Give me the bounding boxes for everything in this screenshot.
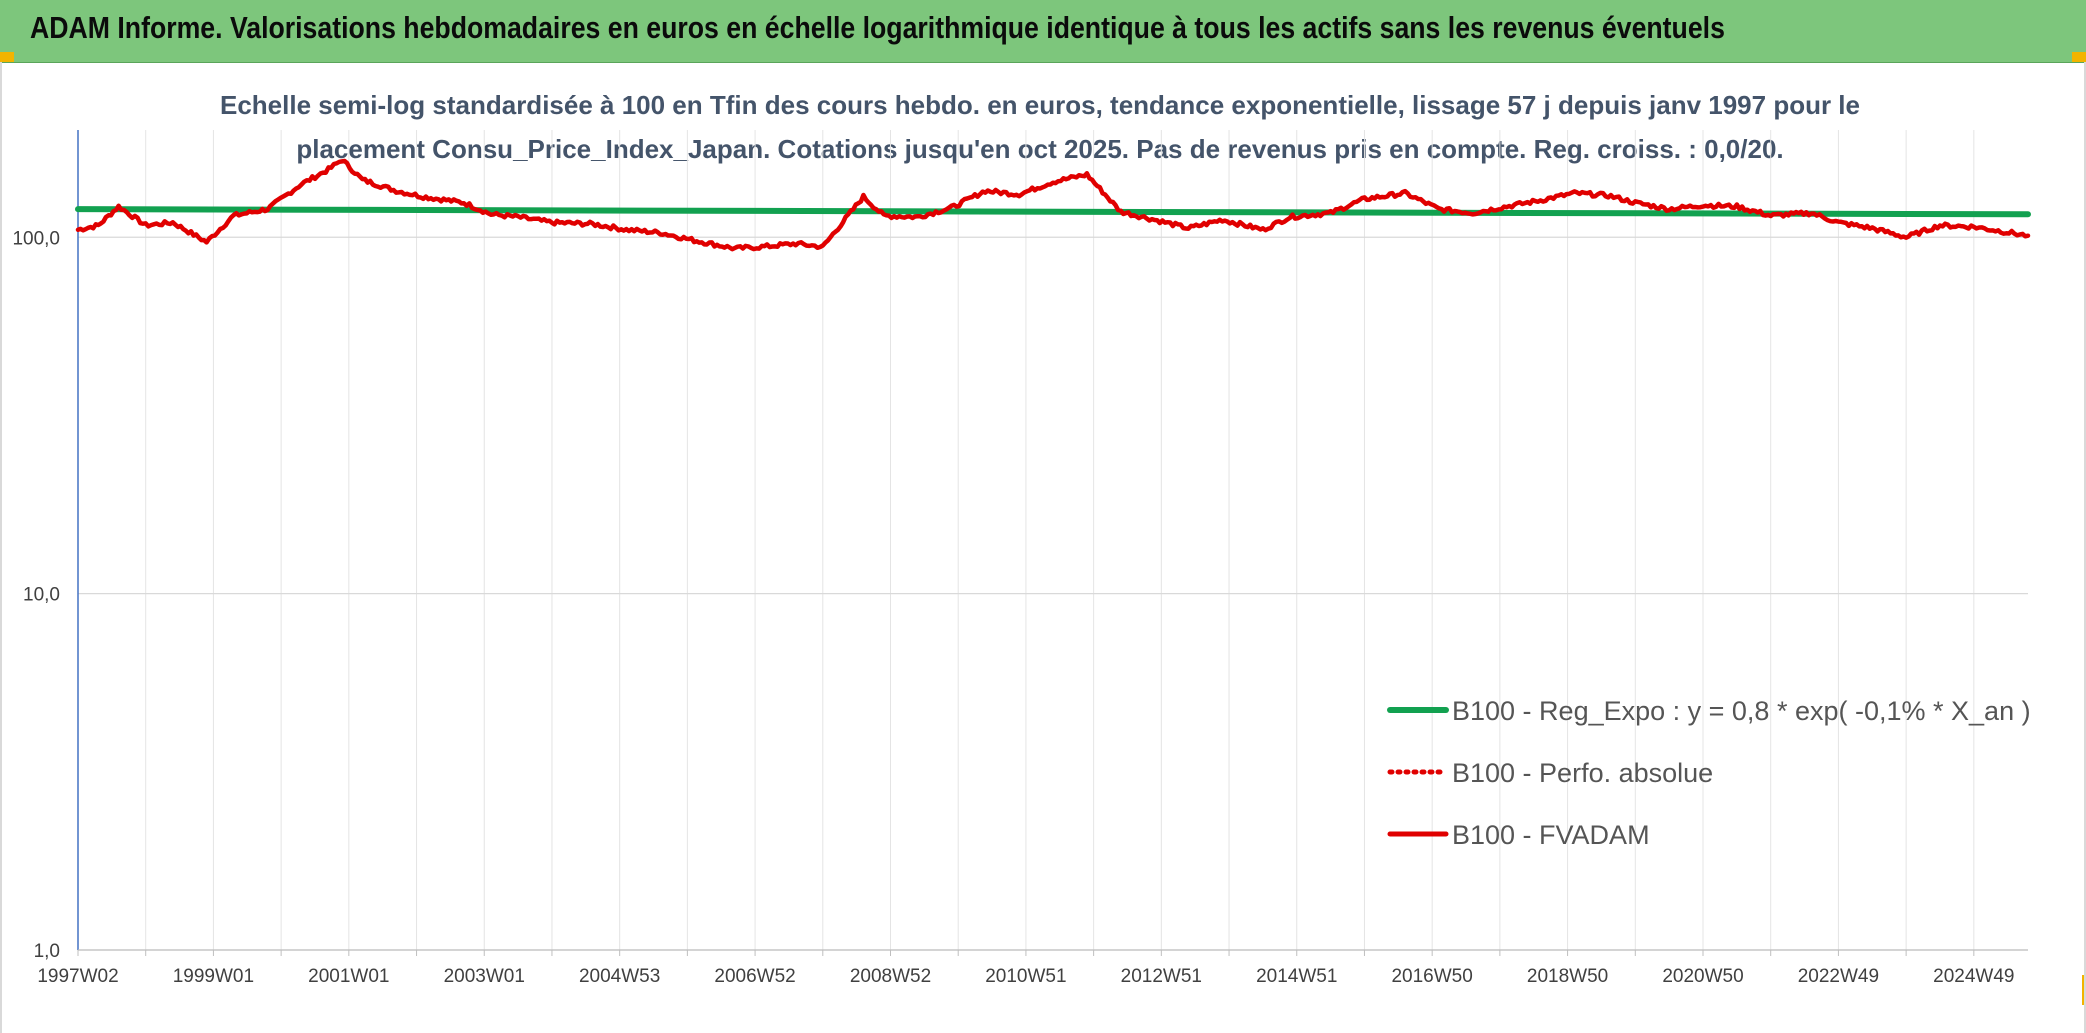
chart-title-line-2: placement Consu_Price_Index_Japan. Cotat… bbox=[296, 134, 1783, 164]
x-tick-label: 2016W50 bbox=[1391, 966, 1472, 987]
series-lines bbox=[75, 158, 2031, 252]
series-line-3 bbox=[75, 158, 2031, 252]
legend-label-3: B100 - FVADAM bbox=[1452, 820, 1650, 850]
x-tick-label: 2024W49 bbox=[1933, 966, 2014, 987]
x-tick-label: 2014W51 bbox=[1256, 966, 1337, 987]
x-tick-label: 1999W01 bbox=[173, 966, 254, 987]
x-tick-label: 1997W02 bbox=[37, 966, 118, 987]
legend-label-2: B100 - Perfo. absolue bbox=[1452, 758, 1713, 788]
chart-frame bbox=[0, 62, 2086, 1033]
legend: B100 - Reg_Expo : y = 0,8 * exp( -0,1% *… bbox=[1387, 696, 2031, 850]
chart-area: Echelle semi-log standardisée à 100 en T… bbox=[12, 90, 2031, 987]
header-bar: ADAM Informe. Valorisations hebdomadaire… bbox=[0, 0, 2086, 63]
y-tick-label: 1,0 bbox=[34, 941, 60, 962]
axes: 100,0 10,0 1,0 1997W02 1999W01 2001W01 2003W01… bbox=[12, 130, 2028, 987]
x-tick-label: 2012W51 bbox=[1121, 966, 1202, 987]
x-tick-label: 2008W52 bbox=[850, 966, 931, 987]
corner-marker-right bbox=[2072, 52, 2086, 62]
x-tick-label: 2020W50 bbox=[1662, 966, 1743, 987]
y-tick-label: 10,0 bbox=[23, 585, 60, 606]
y-tick-label: 100,0 bbox=[12, 228, 60, 249]
chart-title-line-1: Echelle semi-log standardisée à 100 en T… bbox=[220, 90, 1860, 120]
x-tick-label: 2006W52 bbox=[714, 966, 795, 987]
page-title: ADAM Informe. Valorisations hebdomadaire… bbox=[30, 10, 1725, 45]
grid-lines bbox=[77, 130, 2028, 951]
series-line-1 bbox=[75, 206, 2031, 218]
legend-label-1: B100 - Reg_Expo : y = 0,8 * exp( -0,1% *… bbox=[1452, 696, 2031, 726]
x-tick-label: 2018W50 bbox=[1527, 966, 1608, 987]
x-tick-label: 2022W49 bbox=[1798, 966, 1879, 987]
chart-title: Echelle semi-log standardisée à 100 en T… bbox=[220, 90, 1860, 164]
x-tick-label: 2001W01 bbox=[308, 966, 389, 987]
x-tick-label: 2004W53 bbox=[579, 966, 660, 987]
corner-marker-left bbox=[0, 52, 14, 62]
x-tick-label: 2003W01 bbox=[444, 966, 525, 987]
x-tick-label: 2010W51 bbox=[985, 966, 1066, 987]
